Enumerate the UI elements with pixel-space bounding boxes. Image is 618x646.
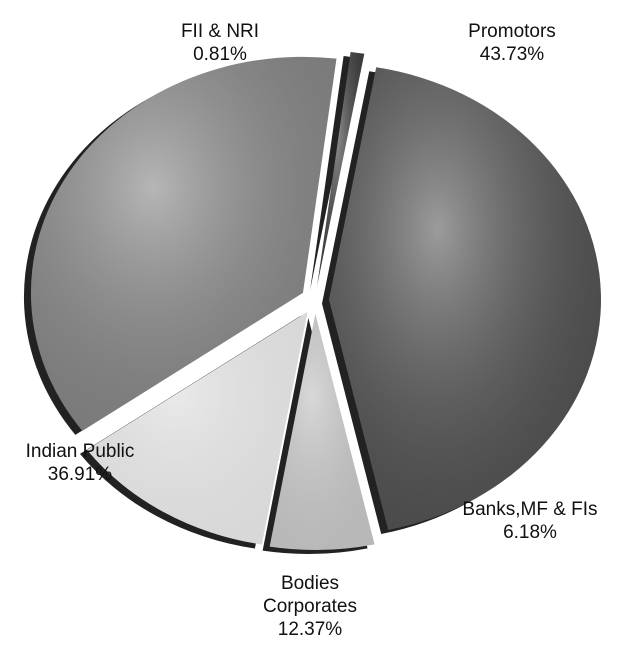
slice-value: 36.91%	[47, 464, 113, 485]
slice-name: Indian Public	[25, 441, 135, 462]
slice-value: 43.73%	[479, 44, 545, 65]
pie-slice-shine	[30, 56, 337, 431]
slice-label: Banks,MF & FIs 6.18%	[430, 498, 618, 544]
pie-slice-shine	[317, 51, 365, 287]
slice-name: Bodies Corporates	[263, 573, 357, 617]
slice-label: Indian Public 36.91%	[0, 440, 160, 486]
slice-label: FII & NRI 0.81%	[160, 20, 280, 66]
pie-slice-shine	[86, 311, 308, 545]
slice-value: 0.81%	[193, 44, 247, 65]
slice-label: Bodies Corporates 12.37%	[240, 572, 380, 641]
slice-name: Banks,MF & FIs	[462, 499, 598, 520]
slice-value: 6.18%	[503, 522, 557, 543]
slice-value: 12.37%	[277, 619, 343, 640]
slice-name: Promotors	[468, 21, 556, 42]
slice-label: Promotors 43.73%	[432, 20, 592, 66]
slice-name: FII & NRI	[180, 21, 260, 42]
pie-slice-shine	[328, 67, 601, 531]
pie-slice-shine	[269, 313, 375, 550]
